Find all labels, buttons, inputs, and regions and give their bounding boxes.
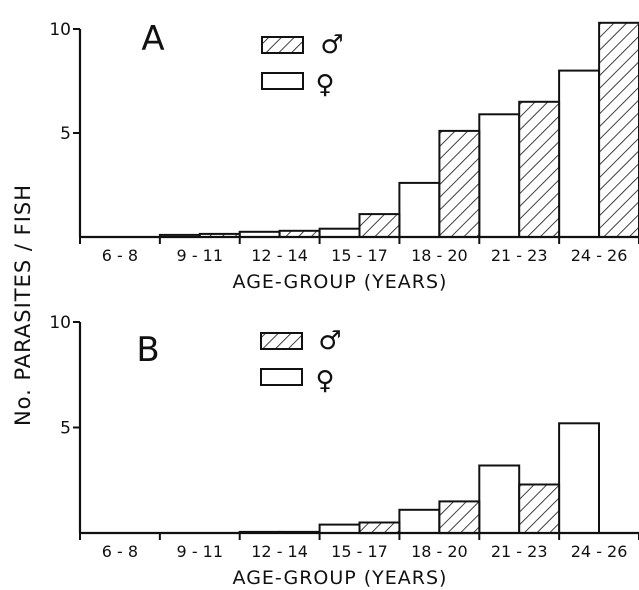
panel-a-x-tick-label: 6 - 8 <box>102 246 138 265</box>
panel-b-bar-male-5 <box>518 483 561 534</box>
panel-b-label: B <box>136 330 159 370</box>
panel-a-x-tick-label: 21 - 23 <box>491 246 548 265</box>
panel-b-y-tick-label: 5 <box>60 419 71 439</box>
panel-a-bar-female-5 <box>478 113 521 238</box>
panel-a-bar-male-6 <box>598 21 639 238</box>
panel-a-x-tick-label: 12 - 14 <box>251 246 308 265</box>
panel-a-plot: 6 - 8 9 - 11 12 - 14 15 - 17 18 - 20 21 - 23 2… <box>49 20 639 265</box>
panel-b-x-tick-label: 24 - 26 <box>571 542 628 561</box>
panel-b-plot: 6 - 8 9 - 11 12 - 14 15 - 17 18 - 20 21 - 23 2… <box>49 313 639 561</box>
panel-b-legend-male-swatch <box>260 332 303 350</box>
panel-b-x-tick-label: 21 - 23 <box>491 542 548 561</box>
panel-b-bar-male-4 <box>438 500 481 535</box>
panel-b-x-tick-label: 12 - 14 <box>251 542 308 561</box>
panel-a-y-tick-label: 5 <box>60 124 71 144</box>
panel-b-legend-female-swatch <box>260 368 303 386</box>
panel-a-legend-male-symbol: ♂ <box>320 30 343 60</box>
panel-a-label: A <box>141 19 164 59</box>
panel-b-bar-female-4 <box>398 508 441 534</box>
panel-a: A ♂ ♀ 6 - 8 9 - 11 12 - 14 15 - 17 18 - 20 21… <box>49 19 639 293</box>
panel-b-x-tick-label: 15 - 17 <box>331 542 388 561</box>
panel-a-y-tick-label: 10 <box>49 20 71 40</box>
y-axis-label: No. PARASITES / FISH <box>11 184 35 426</box>
panel-a-legend-female-symbol: ♀ <box>315 70 334 100</box>
panel-b-bar-female-3 <box>318 523 361 534</box>
panel-a-x-tick-label: 15 - 17 <box>331 246 388 265</box>
panel-b-legend-female-symbol: ♀ <box>315 366 334 396</box>
panel-b-x-tick-label: 9 - 11 <box>177 542 223 561</box>
panel-a-bar-female-3 <box>318 227 361 238</box>
panel-b: B ♂ ♀ 6 - 8 9 - 11 12 - 14 15 - 17 18 - 20 21… <box>49 313 639 589</box>
panel-b-y-tick-label: 10 <box>49 313 71 333</box>
panel-a-bar-female-6 <box>558 69 600 238</box>
panel-b-x-axis-label: AGE-GROUP (YEARS) <box>233 567 448 589</box>
panel-a-x-tick-label: 9 - 11 <box>177 246 223 265</box>
panel-b-bar-female-5 <box>478 464 521 534</box>
panel-b-bar-male-3 <box>358 521 401 535</box>
panel-a-x-tick-label: 18 - 20 <box>411 246 468 265</box>
panel-b-legend-male-symbol: ♂ <box>318 326 341 356</box>
panel-a-bar-male-3 <box>358 213 401 239</box>
panel-a-bar-female-4 <box>398 181 441 238</box>
panel-a-legend-male-swatch <box>261 36 304 54</box>
panel-a-bar-male-4 <box>438 129 481 238</box>
panel-b-x-tick-label: 18 - 20 <box>411 542 468 561</box>
panel-a-bar-male-5 <box>518 100 561 238</box>
panel-b-bar-female-6 <box>558 422 600 534</box>
panel-b-x-tick-label: 6 - 8 <box>102 542 138 561</box>
panel-a-x-tick-label: 24 - 26 <box>571 246 628 265</box>
panel-a-x-axis-label: AGE-GROUP (YEARS) <box>233 271 448 293</box>
panel-a-legend-female-swatch <box>261 72 304 90</box>
